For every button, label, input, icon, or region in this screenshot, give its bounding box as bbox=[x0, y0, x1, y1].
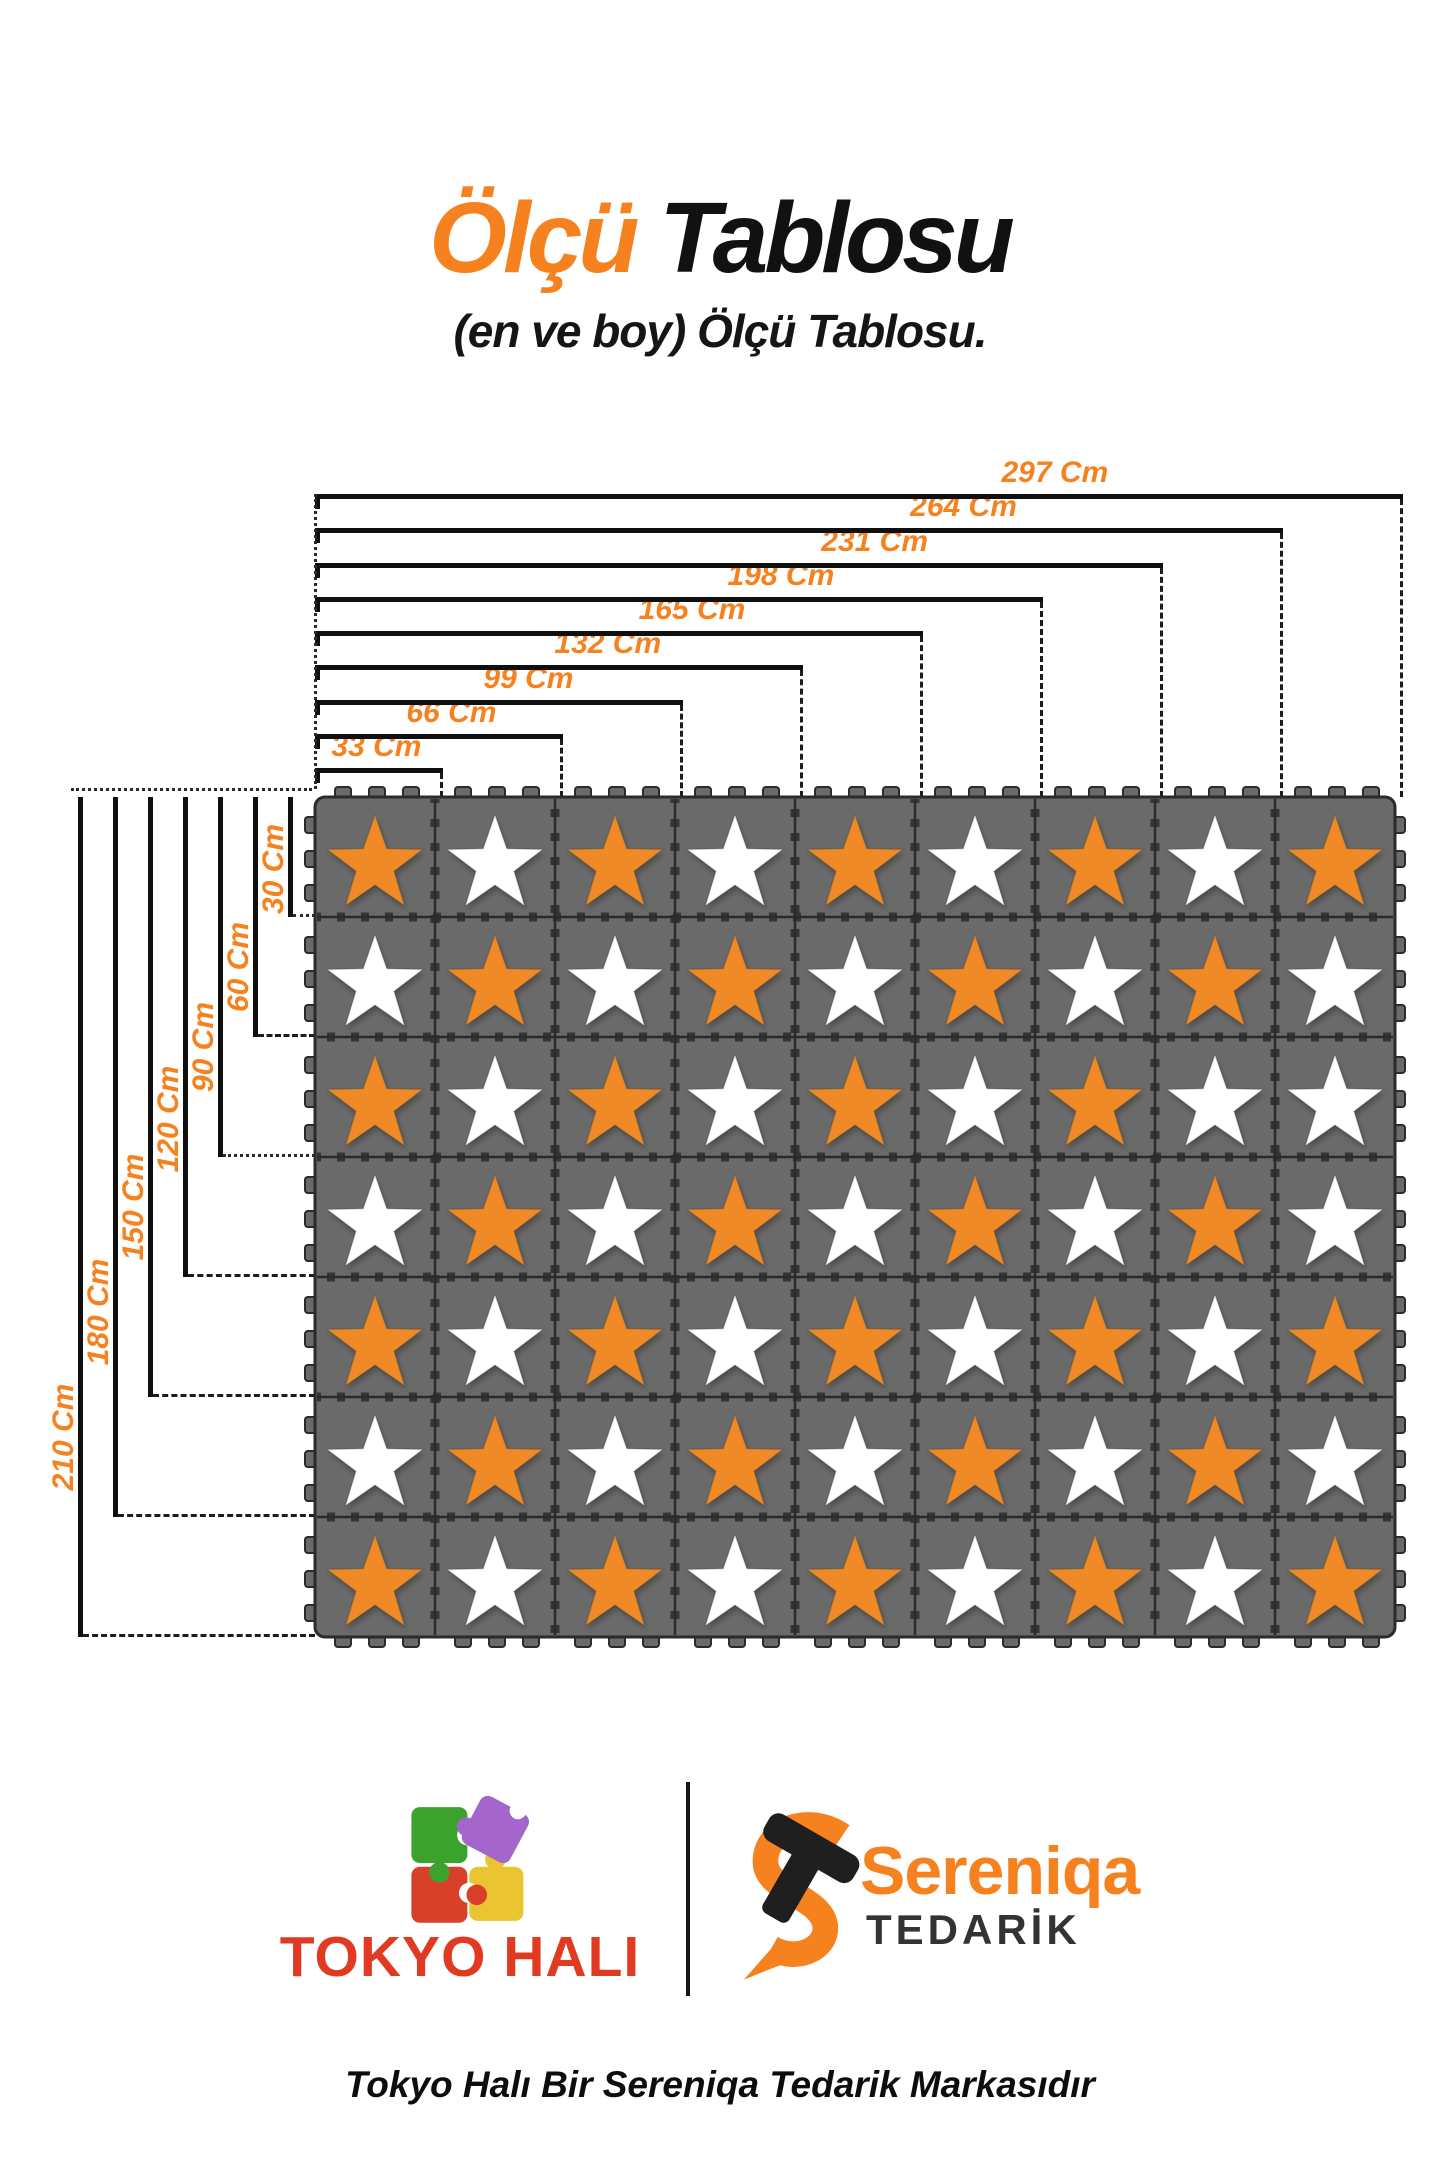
width-line-tick-7 bbox=[315, 528, 320, 544]
width-line-5 bbox=[315, 596, 1043, 602]
width-line-0 bbox=[315, 768, 443, 773]
height-line-6 bbox=[78, 797, 83, 1637]
width-line-tick-5 bbox=[315, 596, 320, 612]
left-edge-guide bbox=[314, 494, 317, 789]
sereniqa-st-icon bbox=[743, 1812, 860, 1980]
width-guide-0 bbox=[440, 773, 443, 797]
width-label-8: 297 Cm bbox=[1001, 456, 1109, 489]
width-guide-4 bbox=[920, 636, 923, 797]
width-line-tick-6 bbox=[315, 562, 320, 578]
page-title-rest: Tablosu bbox=[635, 182, 1015, 294]
footer-brand-note: Tokyo Halı Bir Sereniqa Tedarik Markasıd… bbox=[345, 2064, 1095, 2105]
height-line-5 bbox=[113, 797, 118, 1517]
width-line-tick-3 bbox=[315, 665, 320, 681]
height-label-0: 30 Cm bbox=[257, 823, 290, 915]
height-guide-6 bbox=[83, 1634, 315, 1637]
width-guide-6 bbox=[1160, 567, 1163, 797]
height-label-4: 150 Cm bbox=[117, 1153, 150, 1261]
height-line-3 bbox=[183, 797, 188, 1277]
height-line-1 bbox=[253, 797, 258, 1037]
title-block: Ölçü Tablosu (en ve boy) Ölçü Tablosu. bbox=[0, 188, 1440, 358]
height-label-1: 60 Cm bbox=[222, 921, 255, 1013]
width-line-tick-1 bbox=[315, 733, 320, 749]
width-guide-5 bbox=[1040, 601, 1043, 797]
puzzle-mat bbox=[303, 785, 1407, 1649]
width-line-tick-8 bbox=[315, 494, 320, 509]
page-title: Ölçü Tablosu bbox=[0, 188, 1440, 288]
page-title-accent: Ölçü bbox=[429, 182, 639, 294]
height-label-5: 180 Cm bbox=[82, 1258, 115, 1366]
puzzle-pieces-icon bbox=[411, 1795, 530, 1923]
width-guide-1 bbox=[560, 738, 563, 797]
height-label-3: 120 Cm bbox=[152, 1065, 185, 1173]
page-subtitle: (en ve boy) Ölçü Tablosu. bbox=[453, 305, 987, 357]
tedarik-wordmark: TEDARİK bbox=[866, 1906, 1081, 1953]
width-guide-7 bbox=[1280, 533, 1283, 797]
height-line-0 bbox=[288, 797, 293, 917]
width-line-1 bbox=[315, 733, 563, 739]
brand-divider bbox=[686, 1782, 690, 1996]
width-line-6 bbox=[315, 562, 1163, 568]
width-line-8 bbox=[315, 494, 1403, 499]
height-label-6: 210 Cm bbox=[47, 1383, 80, 1491]
sereniqa-wordmark: Sereniqa bbox=[860, 1833, 1140, 1909]
height-guide-1 bbox=[258, 1034, 315, 1037]
width-line-2 bbox=[315, 699, 683, 705]
width-line-tick-2 bbox=[315, 699, 320, 715]
tokyo-hali-wordmark: TOKYO HALI bbox=[279, 1925, 641, 1989]
width-guide-8 bbox=[1400, 499, 1403, 797]
width-line-3 bbox=[315, 665, 803, 671]
width-guide-2 bbox=[680, 704, 683, 797]
height-label-2: 90 Cm bbox=[187, 1001, 220, 1093]
top-edge-guide bbox=[71, 788, 312, 791]
play-mat-graphic bbox=[304, 786, 1406, 1648]
height-guide-5 bbox=[118, 1514, 315, 1517]
width-guide-3 bbox=[800, 670, 803, 797]
height-guide-3 bbox=[188, 1274, 315, 1277]
width-line-4 bbox=[315, 631, 923, 636]
height-line-2 bbox=[218, 797, 223, 1157]
height-guide-0 bbox=[293, 914, 315, 917]
width-line-tick-4 bbox=[315, 631, 320, 646]
width-line-7 bbox=[315, 528, 1283, 534]
width-line-tick-0 bbox=[315, 768, 320, 783]
height-guide-2 bbox=[223, 1154, 315, 1157]
tokyo-hali-puzzle-logo bbox=[411, 1795, 530, 1923]
height-guide-4 bbox=[153, 1394, 315, 1397]
height-line-4 bbox=[148, 797, 153, 1397]
